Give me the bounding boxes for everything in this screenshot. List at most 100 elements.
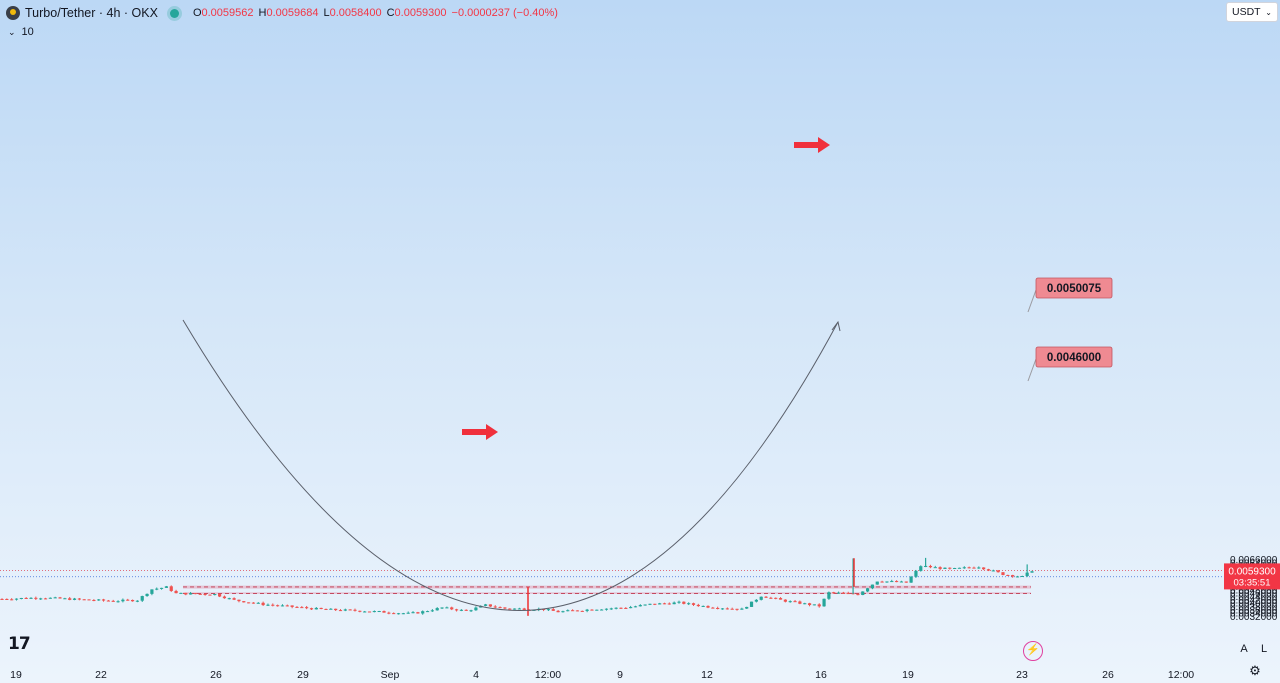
- candle-body: [488, 604, 493, 607]
- candle-body: [329, 608, 333, 610]
- candle-body: [904, 581, 908, 583]
- candle-body: [164, 586, 169, 588]
- candle-body: [812, 604, 816, 606]
- candle-body: [92, 600, 96, 602]
- candle-body: [580, 610, 584, 612]
- candle-body: [276, 605, 280, 607]
- candle-body: [430, 610, 434, 612]
- candle-body: [856, 594, 860, 596]
- y-tick-label: 0.0048000: [1230, 585, 1278, 596]
- candle-body: [832, 592, 836, 594]
- candle-body: [556, 610, 560, 613]
- candle-body: [401, 613, 405, 615]
- candle-body: [353, 609, 357, 611]
- candle-body: [130, 599, 135, 602]
- candle-body: [247, 602, 251, 604]
- candle-body: [875, 581, 879, 585]
- candle-body: [609, 608, 613, 610]
- candle-body: [445, 607, 449, 609]
- candle-body: [106, 600, 110, 602]
- candle-body: [188, 593, 193, 595]
- candle-body: [972, 567, 976, 569]
- lightning-icon[interactable]: ⚡: [1023, 641, 1043, 661]
- candle-body: [338, 610, 343, 612]
- candle-body: [590, 609, 594, 611]
- candle-body: [508, 608, 512, 610]
- price-label-text: 0.0046000: [1047, 352, 1101, 364]
- ohlc-low: L0.0058400: [323, 7, 382, 19]
- candle-body: [783, 599, 787, 602]
- candle-body: [633, 606, 638, 608]
- volume-indicator[interactable]: ⌄ 10: [8, 26, 34, 38]
- candle-body: [909, 576, 913, 583]
- tradingview-logo[interactable]: 17: [8, 634, 31, 654]
- x-tick-label: 19: [902, 669, 914, 681]
- chevron-down-icon[interactable]: ⌄: [8, 27, 16, 37]
- candle-body: [725, 608, 729, 610]
- candle-body: [1001, 572, 1005, 576]
- candle-body: [1020, 576, 1024, 578]
- candle-body: [986, 569, 991, 571]
- candle-body: [991, 570, 995, 572]
- gear-icon[interactable]: ⚙: [1249, 663, 1261, 678]
- candle-body: [169, 586, 173, 591]
- candle-body: [638, 605, 642, 607]
- candle-body: [745, 606, 749, 609]
- candle-body: [953, 567, 957, 569]
- candle-body: [648, 603, 652, 605]
- candle-body: [174, 590, 178, 594]
- y-tick-label: 0.0046000: [1230, 589, 1278, 600]
- candle-body: [604, 608, 609, 610]
- x-tick-label: 9: [617, 669, 623, 681]
- candle-body: [256, 602, 260, 604]
- candle-body: [280, 605, 285, 607]
- candle-body: [919, 566, 923, 571]
- curve-arrowhead: [831, 320, 841, 332]
- candle-body: [967, 567, 971, 569]
- currency-dropdown[interactable]: USDT ⌄: [1226, 2, 1278, 22]
- candle-body: [39, 598, 43, 600]
- candle-body: [899, 581, 904, 583]
- candle-body: [261, 602, 265, 606]
- candle-body: [121, 599, 125, 602]
- candle-body: [643, 604, 647, 606]
- candle-body: [716, 607, 720, 609]
- candle-body: [1011, 575, 1015, 577]
- market-status-icon[interactable]: [169, 8, 179, 18]
- candle-body: [406, 612, 410, 614]
- ohlc-open: O0.0059562: [192, 7, 254, 19]
- candle-body: [483, 604, 488, 606]
- candle-body: [271, 604, 275, 606]
- candle-body: [319, 607, 323, 609]
- log-scale-button[interactable]: L: [1260, 643, 1268, 655]
- candle-body: [72, 598, 77, 600]
- candle-body: [464, 609, 468, 611]
- candle-body: [658, 603, 662, 605]
- candle-body: [184, 592, 188, 595]
- candle-body: [97, 599, 101, 601]
- candle-body: [159, 587, 164, 589]
- candle-body: [788, 601, 792, 603]
- candle-body: [411, 612, 415, 614]
- candle-body: [68, 598, 72, 600]
- auto-scale-button[interactable]: A: [1240, 643, 1248, 655]
- candle-body: [29, 597, 33, 599]
- cup-pattern-curve: [182, 319, 839, 611]
- candle-body: [416, 612, 420, 614]
- candle-body: [740, 608, 744, 610]
- symbol-title[interactable]: Turbo/Tether · 4h · OKX: [25, 6, 158, 20]
- candle-body: [561, 611, 565, 613]
- candle-body: [314, 607, 318, 610]
- candle-body: [135, 600, 139, 602]
- y-tick-label: 0.0032000: [1230, 612, 1278, 623]
- candle-body: [517, 608, 522, 610]
- candle-body: [754, 599, 758, 602]
- candle-body: [1006, 575, 1010, 577]
- candle-body: [890, 581, 894, 583]
- ohlc-close: C0.0059300: [386, 7, 447, 19]
- x-tick-label: 26: [210, 669, 222, 681]
- x-tick-label: 26: [1102, 669, 1114, 681]
- candle-body: [595, 609, 599, 611]
